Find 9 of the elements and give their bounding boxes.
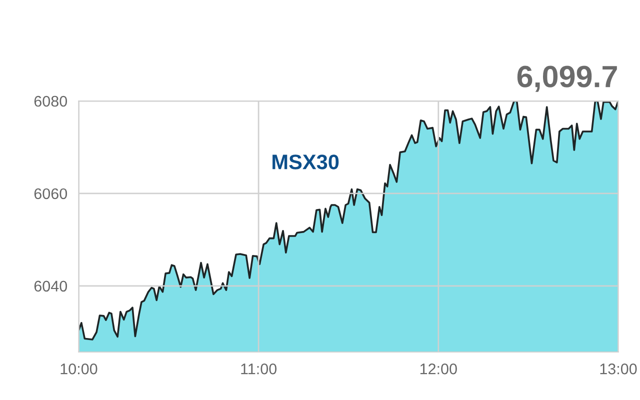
y-tick-label: 6060 [34,188,68,200]
x-tick-label: 10:00 [60,364,98,374]
y-tick-label: 6080 [34,96,68,107]
y-tick-label: 6040 [34,280,68,292]
x-tick-label: 11:00 [241,364,277,374]
annotation: MSX30 [272,154,339,170]
x-tick-label: 12:00 [420,364,457,374]
chart-title: 6,099.7 [517,66,617,92]
x-tick-label: 13:00 [600,364,637,374]
